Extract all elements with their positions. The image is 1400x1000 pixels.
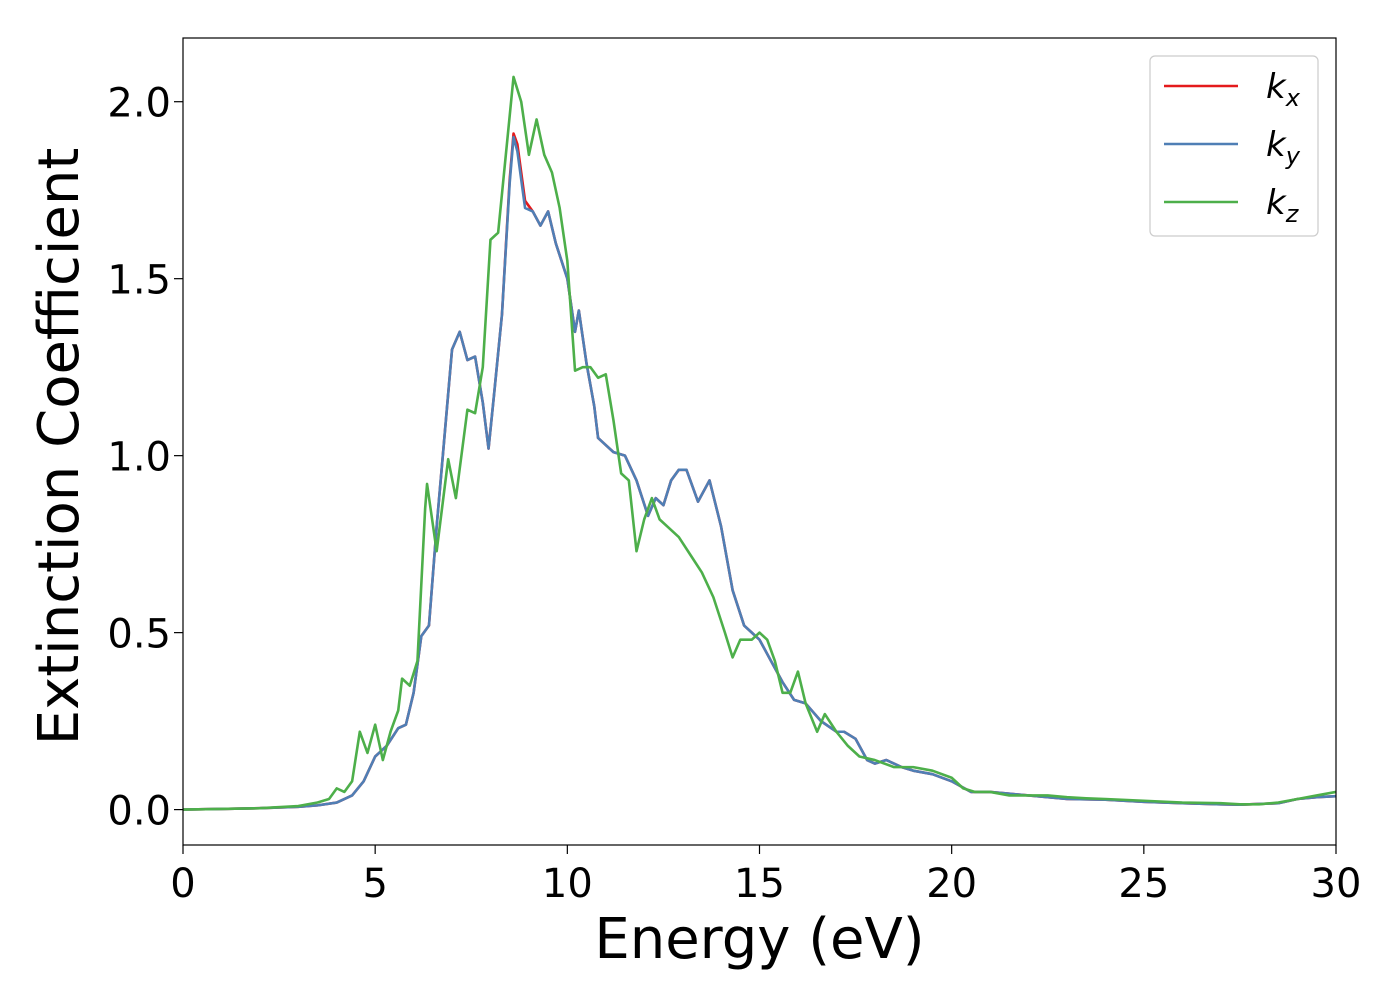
x-tick-label: 30 — [1311, 861, 1362, 907]
x-axis-ticks: 0 5 10 15 20 25 30 — [170, 845, 1361, 907]
y-tick-label: 2.0 — [107, 81, 171, 127]
x-axis-label: Energy (eV) — [594, 907, 924, 972]
series-line-z — [183, 75, 1336, 811]
x-tick-label: 5 — [362, 861, 387, 907]
x-tick-label: 25 — [1118, 861, 1169, 907]
y-axis-label: Extinction Coefficient — [27, 148, 92, 746]
y-tick-label: 0.5 — [107, 612, 171, 658]
x-tick-label: 10 — [542, 861, 593, 907]
y-tick-label: 1.0 — [107, 435, 171, 481]
y-axis-ticks: 0.0 0.5 1.0 1.5 2.0 — [107, 81, 183, 835]
x-tick-label: 20 — [926, 861, 977, 907]
legend-label-z: kz — [1266, 183, 1300, 228]
y-tick-label: 1.5 — [107, 258, 171, 304]
legend: kx ky kz — [1149, 55, 1319, 237]
legend-label-x: kx — [1266, 67, 1301, 112]
y-tick-label: 0.0 — [107, 789, 171, 835]
x-tick-label: 0 — [170, 861, 195, 907]
legend-box — [1149, 55, 1319, 237]
series-layer — [183, 75, 1336, 811]
legend-label-y: ky — [1266, 125, 1301, 170]
x-tick-label: 15 — [734, 861, 785, 907]
